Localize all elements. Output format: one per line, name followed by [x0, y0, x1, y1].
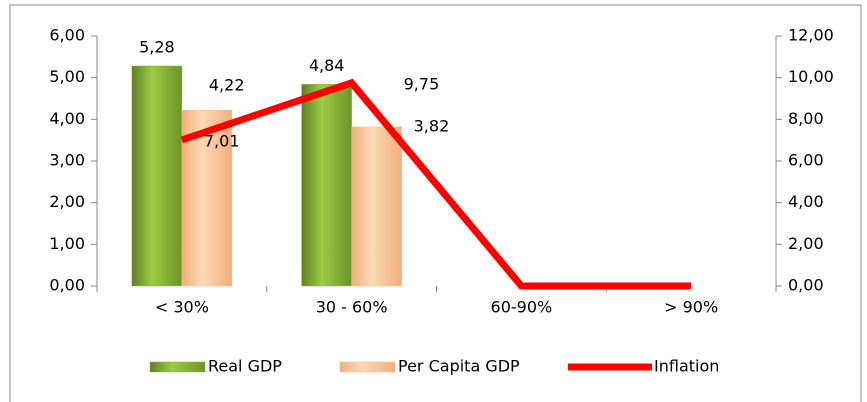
- bar: [351, 126, 402, 287]
- legend-swatch: [339, 361, 396, 373]
- y-tick-label: 1,00: [49, 234, 85, 253]
- bar: [131, 65, 183, 287]
- y-tick-label: 5,00: [49, 67, 85, 86]
- y-tick-label: 4,00: [49, 109, 85, 128]
- x-tick-label: < 30%: [155, 298, 209, 317]
- data-label: 7,01: [204, 131, 240, 150]
- data-label: 4,84: [309, 56, 345, 75]
- y2-tick-label: 10,00: [788, 67, 834, 86]
- bar: [301, 84, 352, 287]
- data-label: 3,82: [414, 116, 450, 135]
- y2-tick-label: 8,00: [788, 109, 824, 128]
- chart-border: [9, 4, 862, 402]
- data-label: 4,22: [209, 76, 245, 95]
- x-tick-label: > 90%: [664, 298, 718, 317]
- y2-tick-label: 4,00: [788, 192, 824, 211]
- y-tick-label: 3,00: [49, 151, 85, 170]
- y2-tick-label: 12,00: [788, 26, 834, 45]
- x-tick-label: 60-90%: [491, 298, 553, 317]
- bar: [181, 109, 233, 287]
- y-tick-label: 6,00: [49, 26, 85, 45]
- legend-label: Inflation: [654, 357, 719, 376]
- y-tick-label: 2,00: [49, 192, 85, 211]
- x-tick-label: 30 - 60%: [316, 298, 388, 317]
- y2-tick-label: 0,00: [788, 276, 824, 295]
- data-label: 5,28: [139, 38, 175, 57]
- legend-label: Real GDP: [208, 357, 282, 376]
- legend-label: Per Capita GDP: [398, 357, 520, 376]
- y2-tick-label: 6,00: [788, 151, 824, 170]
- legend-swatch: [149, 361, 206, 373]
- y-tick-label: 0,00: [49, 276, 85, 295]
- y2-tick-label: 2,00: [788, 234, 824, 253]
- data-label: 9,75: [404, 74, 440, 93]
- line: [180, 78, 692, 290]
